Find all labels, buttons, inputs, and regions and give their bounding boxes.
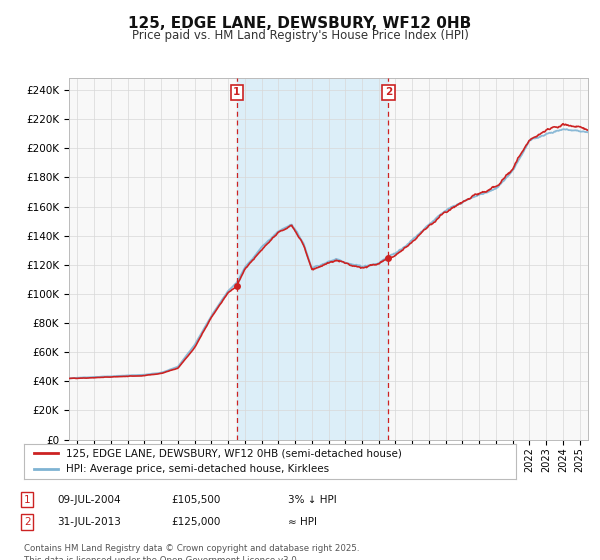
Text: 1: 1 [24,494,31,505]
Text: 2: 2 [24,517,31,527]
Text: 1: 1 [233,87,241,97]
Text: 31-JUL-2013: 31-JUL-2013 [57,517,121,527]
Text: £125,000: £125,000 [171,517,220,527]
Text: £105,500: £105,500 [171,494,220,505]
Text: Price paid vs. HM Land Registry's House Price Index (HPI): Price paid vs. HM Land Registry's House … [131,29,469,42]
Text: 09-JUL-2004: 09-JUL-2004 [57,494,121,505]
Text: 2: 2 [385,87,392,97]
Text: 125, EDGE LANE, DEWSBURY, WF12 0HB (semi-detached house): 125, EDGE LANE, DEWSBURY, WF12 0HB (semi… [66,449,401,459]
Text: 3% ↓ HPI: 3% ↓ HPI [288,494,337,505]
Text: 125, EDGE LANE, DEWSBURY, WF12 0HB: 125, EDGE LANE, DEWSBURY, WF12 0HB [128,16,472,31]
Text: ≈ HPI: ≈ HPI [288,517,317,527]
Text: HPI: Average price, semi-detached house, Kirklees: HPI: Average price, semi-detached house,… [66,464,329,474]
Text: Contains HM Land Registry data © Crown copyright and database right 2025.
This d: Contains HM Land Registry data © Crown c… [24,544,359,560]
Bar [237,78,388,440]
